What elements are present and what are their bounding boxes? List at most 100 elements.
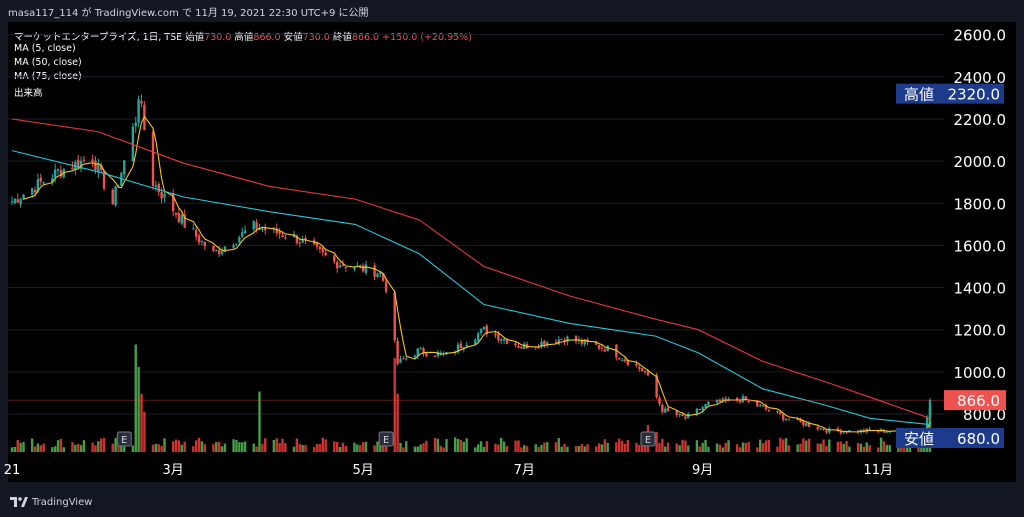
- volume-bar: [100, 438, 103, 452]
- volume-bar: [583, 446, 586, 452]
- high-tag-value: 2320.0: [948, 86, 1001, 104]
- earnings-marker-label: E: [121, 435, 127, 446]
- legend-symbol: マーケットエンタープライズ, 1日, TSE: [14, 32, 183, 43]
- candle-body: [543, 340, 546, 346]
- volume-bar: [865, 442, 868, 452]
- volume-bar: [338, 446, 342, 452]
- volume-bar: [684, 440, 687, 452]
- volume-bar: [30, 438, 34, 452]
- tradingview-brand[interactable]: TradingView: [10, 496, 92, 508]
- candle-body: [180, 215, 183, 224]
- candle-body: [839, 430, 842, 434]
- candle-body: [384, 281, 388, 292]
- volume-bar: [822, 439, 825, 452]
- candle-body: [787, 418, 791, 420]
- volume-bar: [71, 442, 74, 452]
- volume-bar: [925, 447, 929, 452]
- candle-body: [51, 178, 54, 183]
- volume-bar: [416, 446, 419, 452]
- candle-body: [243, 230, 247, 234]
- volume-bar: [465, 438, 468, 452]
- candle-body: [56, 169, 60, 171]
- candle-body: [174, 212, 178, 215]
- volume-bar: [91, 442, 94, 452]
- legend-change: +150.0 (+20.95%): [382, 32, 472, 43]
- volume-bar: [479, 441, 483, 452]
- volume-bar: [620, 440, 624, 452]
- x-tick-label: 3月: [163, 463, 184, 478]
- candle-body: [171, 192, 175, 211]
- volume-bar: [546, 442, 549, 452]
- candle-body: [298, 242, 301, 244]
- volume-bar: [197, 437, 201, 452]
- volume-bar: [413, 446, 417, 452]
- y-tick-label: 1200.0: [954, 322, 1007, 340]
- time-axis[interactable]: [8, 452, 1016, 482]
- candle-body: [825, 430, 828, 433]
- volume-bar: [344, 445, 348, 452]
- volume-bar: [143, 411, 146, 452]
- volume-bar: [885, 445, 889, 452]
- volume-bar: [353, 442, 356, 452]
- volume-bar: [594, 446, 598, 452]
- legend-ma5[interactable]: MA (5, close): [14, 43, 76, 54]
- volume-bar: [36, 443, 40, 452]
- candle-body: [220, 251, 224, 255]
- volume-bar: [220, 446, 224, 452]
- candle-body: [53, 169, 57, 178]
- volume-bar: [759, 439, 762, 452]
- candle-body: [353, 268, 356, 270]
- candle-body: [151, 131, 155, 186]
- candle-body: [315, 243, 319, 247]
- earnings-marker-label: E: [383, 435, 389, 446]
- volume-bar: [482, 446, 486, 452]
- candle-body: [635, 363, 638, 366]
- volume-bar: [278, 442, 281, 452]
- volume-bar: [433, 437, 437, 452]
- candle-body: [494, 333, 497, 335]
- volume-bar: [485, 441, 489, 452]
- volume-bar: [543, 442, 546, 452]
- candle-body: [479, 328, 483, 334]
- candle-body: [39, 177, 42, 182]
- candle-body: [678, 413, 681, 416]
- candle-body: [557, 339, 560, 345]
- y-tick-label: 1400.0: [954, 280, 1007, 298]
- volume-bar: [848, 446, 851, 452]
- candle-body: [445, 352, 448, 354]
- low-tag-label: 安値: [904, 430, 934, 448]
- volume-bar: [776, 446, 779, 452]
- volume-bar: [836, 441, 840, 452]
- volume-bar: [272, 439, 276, 452]
- candle-body: [476, 333, 480, 341]
- candle-body: [885, 431, 889, 433]
- legend-close: 866.0: [351, 32, 380, 43]
- volume-bar: [618, 438, 621, 452]
- candle-body: [868, 429, 871, 431]
- candle-body: [641, 368, 644, 372]
- volume-bar: [258, 391, 261, 452]
- legend-high: 866.0: [253, 32, 281, 43]
- y-tick-label: 1800.0: [954, 195, 1007, 213]
- volume-bar: [42, 443, 45, 452]
- candle-body: [828, 428, 831, 433]
- volume-bar: [59, 438, 63, 452]
- candle-body: [666, 407, 670, 411]
- volume-bar: [735, 444, 739, 452]
- volume-bar: [384, 446, 388, 452]
- candle-body: [200, 240, 204, 242]
- volume-bar: [782, 439, 785, 452]
- candle-body: [554, 342, 558, 344]
- legend-volume[interactable]: 出来高: [14, 88, 43, 99]
- candle-body: [212, 245, 215, 251]
- candle-body: [594, 342, 598, 345]
- candle-body: [433, 355, 437, 357]
- candle-body: [928, 400, 932, 417]
- volume-bar: [321, 437, 324, 452]
- candle-body: [42, 182, 45, 184]
- volume-bar: [396, 393, 399, 452]
- candle-body: [22, 194, 25, 199]
- legend-ma50[interactable]: MA (50, close): [14, 57, 82, 68]
- price-pane[interactable]: [8, 22, 944, 452]
- volume-bar: [643, 444, 647, 452]
